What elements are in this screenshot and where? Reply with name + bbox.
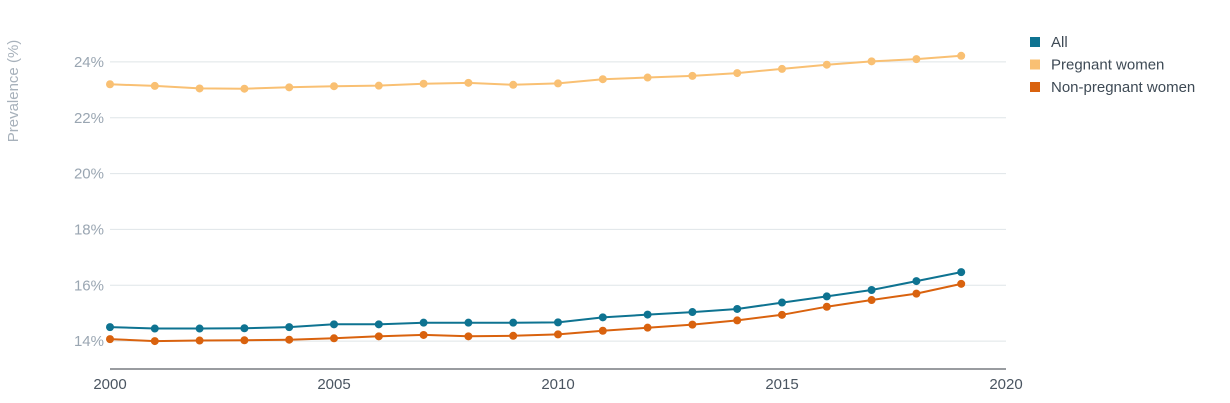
- data-point-all: [733, 304, 742, 313]
- data-point-all: [240, 324, 249, 333]
- gridlines: [110, 61, 1006, 342]
- data-point-non-pregnant-women: [150, 337, 159, 346]
- data-point-non-pregnant-women: [688, 320, 697, 329]
- data-point-non-pregnant-women: [330, 334, 338, 343]
- data-point-all: [867, 285, 876, 294]
- data-point-all: [150, 324, 159, 333]
- data-point-pregnant-women: [733, 69, 742, 78]
- data-point-non-pregnant-women: [867, 296, 876, 305]
- data-point-non-pregnant-women: [912, 289, 921, 298]
- data-point-all: [598, 313, 607, 322]
- data-point-pregnant-women: [554, 79, 562, 88]
- data-point-all: [778, 298, 786, 307]
- series-pregnant-women: [106, 51, 966, 93]
- data-point-non-pregnant-women: [509, 331, 518, 340]
- data-point-non-pregnant-women: [464, 332, 473, 341]
- x-tick-label: 2015: [765, 376, 798, 393]
- data-point-all: [419, 318, 428, 327]
- legend-item-all: All: [1030, 34, 1068, 51]
- data-point-non-pregnant-women: [822, 302, 831, 311]
- data-point-pregnant-women: [822, 60, 831, 69]
- data-point-non-pregnant-women: [195, 336, 204, 345]
- data-point-non-pregnant-women: [374, 332, 383, 341]
- data-point-all: [554, 318, 562, 327]
- x-tick-label: 2000: [93, 376, 126, 393]
- series-lines: [106, 51, 966, 346]
- data-point-pregnant-women: [464, 78, 473, 87]
- series-line-non-pregnant-women: [109, 282, 963, 343]
- x-tick-label: 2010: [541, 376, 574, 393]
- x-tick-labels: 2000 2005 2010 2015 2020: [93, 376, 1022, 393]
- data-point-all: [195, 324, 204, 333]
- data-point-pregnant-women: [867, 57, 876, 66]
- series-all: [106, 268, 966, 333]
- legend-item-pregnant-women: Pregnant women: [1030, 57, 1164, 74]
- data-point-pregnant-women: [778, 64, 786, 73]
- data-point-non-pregnant-women: [554, 330, 562, 339]
- y-tick-label: 24%: [74, 54, 104, 71]
- data-point-all: [912, 277, 921, 286]
- series-line-pregnant-women: [109, 54, 963, 90]
- data-point-pregnant-women: [688, 71, 697, 80]
- data-point-pregnant-women: [106, 80, 114, 89]
- legend-swatch: [1030, 59, 1040, 70]
- data-point-pregnant-women: [285, 83, 294, 92]
- data-point-non-pregnant-women: [733, 316, 742, 325]
- legend-swatch: [1030, 82, 1040, 92]
- data-point-non-pregnant-women: [778, 310, 786, 319]
- legend-label: All: [1051, 34, 1068, 51]
- data-point-all: [285, 323, 294, 332]
- data-point-pregnant-women: [240, 84, 249, 93]
- data-point-pregnant-women: [912, 55, 921, 64]
- data-point-all: [643, 310, 652, 319]
- data-point-non-pregnant-women: [598, 326, 607, 335]
- data-point-non-pregnant-women: [106, 335, 114, 344]
- data-point-pregnant-women: [957, 51, 966, 60]
- y-tick-label: 16%: [74, 277, 104, 294]
- data-point-all: [464, 318, 473, 327]
- data-point-non-pregnant-women: [240, 336, 249, 345]
- data-point-non-pregnant-women: [285, 335, 294, 344]
- data-point-pregnant-women: [419, 79, 428, 88]
- data-point-pregnant-women: [509, 80, 518, 89]
- y-tick-labels: 14% 16% 18% 20% 22% 24%: [74, 54, 104, 350]
- data-point-all: [374, 320, 383, 329]
- data-point-all: [330, 320, 338, 329]
- data-point-all: [957, 268, 966, 277]
- y-tick-label: 18%: [74, 221, 104, 238]
- y-tick-label: 14%: [74, 333, 104, 350]
- legend-item-non-pregnant-women: Non-pregnant women: [1030, 79, 1195, 96]
- data-point-all: [509, 318, 518, 327]
- data-point-all: [106, 323, 114, 332]
- data-point-pregnant-women: [643, 73, 652, 82]
- data-point-pregnant-women: [374, 81, 383, 90]
- y-tick-label: 22%: [74, 110, 104, 127]
- series-line-all: [109, 271, 963, 330]
- data-point-pregnant-women: [330, 82, 338, 91]
- data-point-non-pregnant-women: [643, 323, 652, 332]
- x-tick-label: 2020: [989, 376, 1022, 393]
- data-point-all: [688, 308, 697, 317]
- legend: All Pregnant women Non-pregnant women: [1030, 34, 1195, 96]
- legend-label: Non-pregnant women: [1051, 79, 1195, 96]
- series-non-pregnant-women: [106, 279, 966, 346]
- x-tick-label: 2005: [317, 376, 350, 393]
- data-point-non-pregnant-women: [957, 279, 966, 288]
- data-point-all: [822, 292, 831, 301]
- legend-swatch: [1030, 37, 1040, 47]
- data-point-pregnant-women: [598, 75, 607, 84]
- y-axis-title: Prevalence (%): [5, 40, 22, 143]
- y-tick-label: 20%: [74, 166, 104, 183]
- data-point-non-pregnant-women: [419, 330, 428, 339]
- data-point-pregnant-women: [195, 84, 204, 93]
- legend-label: Pregnant women: [1051, 57, 1164, 74]
- data-point-pregnant-women: [150, 81, 159, 90]
